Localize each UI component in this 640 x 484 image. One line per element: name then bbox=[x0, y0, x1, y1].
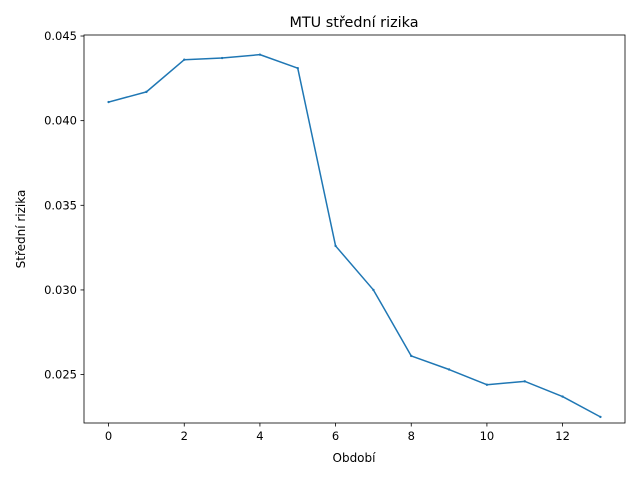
data-point-0-9 bbox=[447, 368, 451, 371]
x-tick-label-3: 6 bbox=[332, 429, 339, 443]
data-point-0-2 bbox=[183, 58, 186, 61]
x-tick-label-2: 4 bbox=[256, 429, 263, 443]
y-tick-label-2: 0.035 bbox=[44, 198, 77, 212]
data-point-0-4 bbox=[258, 53, 262, 56]
y-tick-label-3: 0.040 bbox=[44, 114, 77, 128]
y-axis-label: Střední rizika bbox=[14, 190, 28, 269]
data-point-0-10 bbox=[485, 383, 489, 386]
data-point-0-5 bbox=[296, 66, 299, 70]
data-point-0-3 bbox=[220, 56, 224, 60]
x-axis-label: Období bbox=[333, 451, 377, 465]
data-point-0-12 bbox=[561, 395, 564, 398]
x-tick-label-0: 0 bbox=[105, 429, 112, 443]
x-tick-label-6: 12 bbox=[555, 429, 570, 443]
y-tick-label-1: 0.030 bbox=[44, 283, 77, 297]
x-tick-label-5: 10 bbox=[480, 429, 495, 443]
y-tick-label-4: 0.045 bbox=[44, 29, 77, 43]
data-point-0-11 bbox=[523, 380, 526, 383]
data-point-0-0 bbox=[107, 100, 110, 104]
data-point-0-7 bbox=[372, 288, 375, 292]
series-line-0 bbox=[107, 53, 602, 418]
data-point-0-8 bbox=[410, 354, 413, 358]
x-tick-label-4: 8 bbox=[408, 429, 415, 443]
plot-frame bbox=[83, 34, 626, 424]
chart-title: MTU střední rizika bbox=[289, 15, 418, 31]
x-tick-label-1: 2 bbox=[181, 429, 188, 443]
data-point-0-1 bbox=[145, 90, 148, 94]
data-point-0-13 bbox=[599, 415, 602, 419]
plot-area bbox=[107, 53, 602, 419]
data-point-0-6 bbox=[334, 244, 337, 248]
axes: 0 2 4 6 8 10 12 0.025 0.030 0.035 0.040 0.045 bbox=[44, 29, 626, 443]
y-tick-label-0: 0.025 bbox=[44, 368, 77, 382]
